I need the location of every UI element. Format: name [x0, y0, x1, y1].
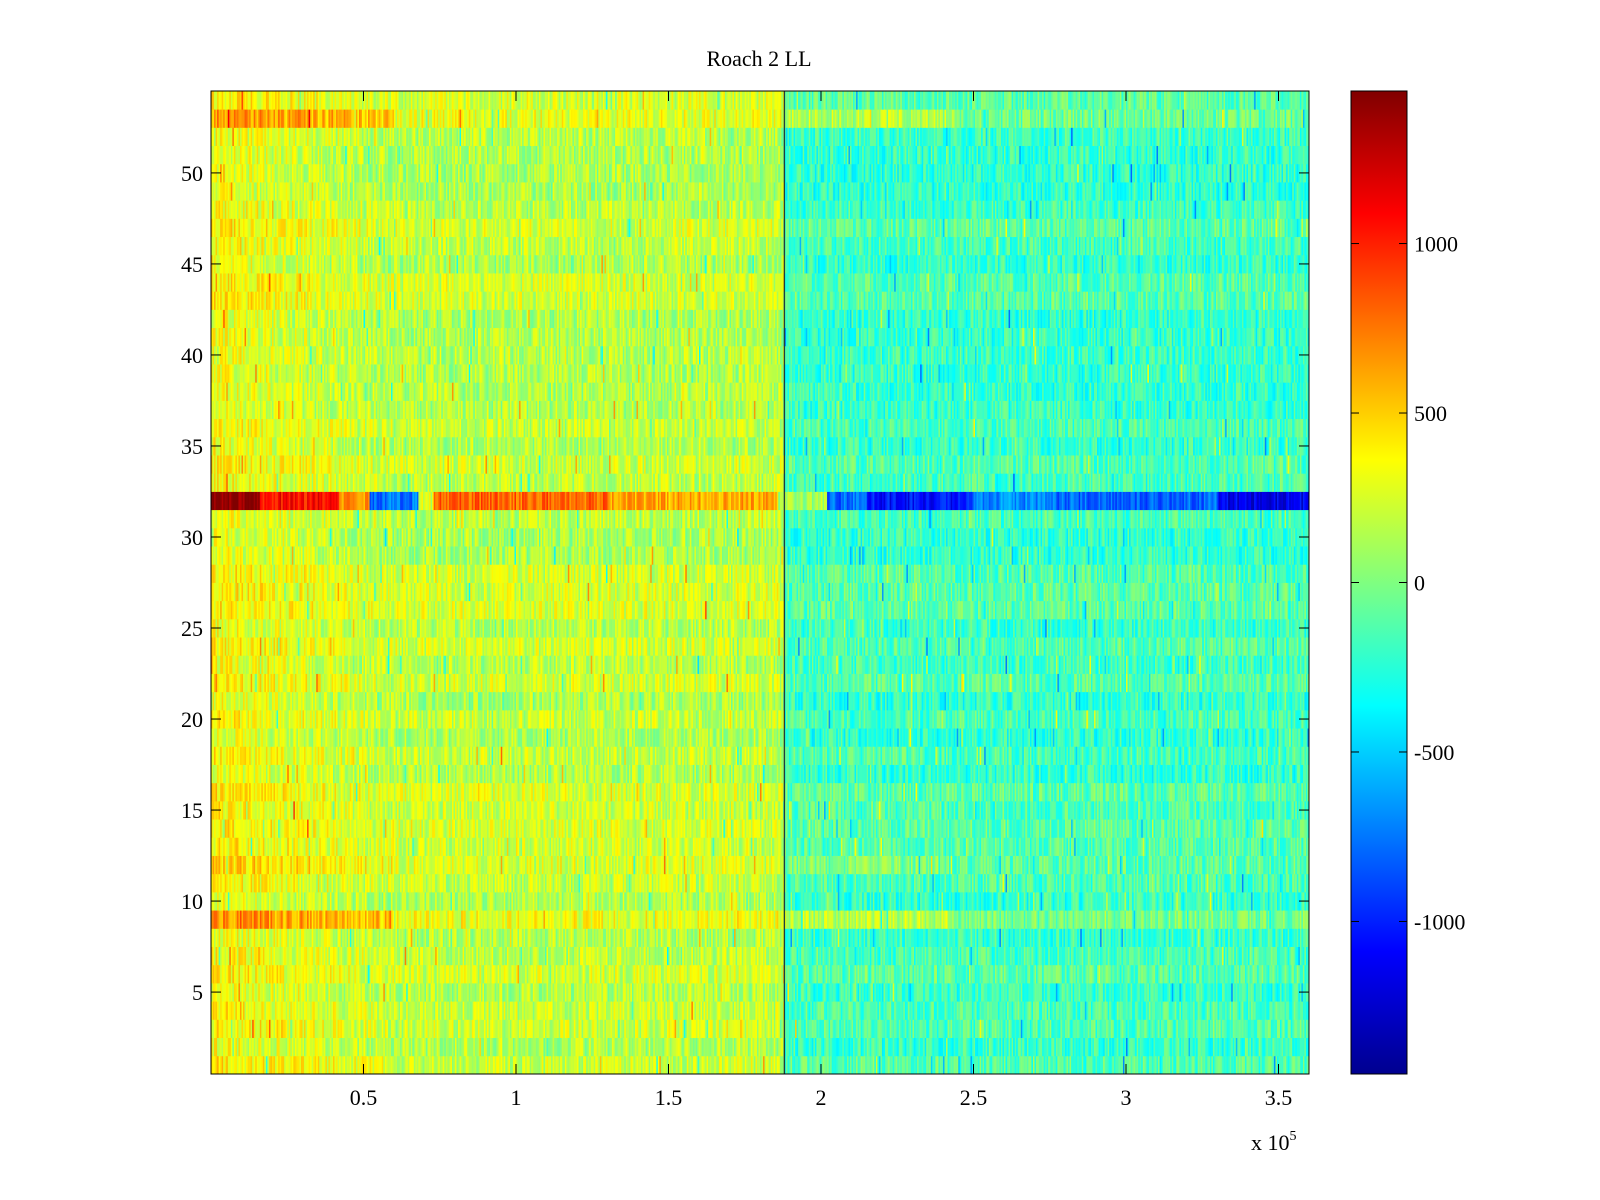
chart-title: Roach 2 LL	[706, 46, 811, 71]
heatmap-cells	[211, 91, 1309, 1074]
